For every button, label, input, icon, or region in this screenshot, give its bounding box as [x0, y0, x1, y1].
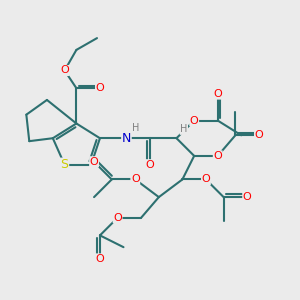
Text: O: O: [202, 174, 210, 184]
Text: O: O: [131, 174, 140, 184]
Text: O: O: [96, 83, 104, 93]
Text: H: H: [132, 123, 139, 133]
Text: O: O: [113, 213, 122, 223]
Text: S: S: [61, 158, 69, 171]
Text: O: O: [60, 65, 69, 76]
Text: O: O: [190, 116, 199, 126]
Text: O: O: [146, 160, 154, 170]
Text: O: O: [90, 157, 98, 167]
Text: O: O: [213, 151, 222, 161]
Text: H: H: [180, 124, 188, 134]
Text: O: O: [213, 89, 222, 99]
Text: O: O: [243, 192, 251, 202]
Text: N: N: [122, 132, 131, 145]
Text: O: O: [96, 254, 104, 264]
Text: O: O: [255, 130, 263, 140]
